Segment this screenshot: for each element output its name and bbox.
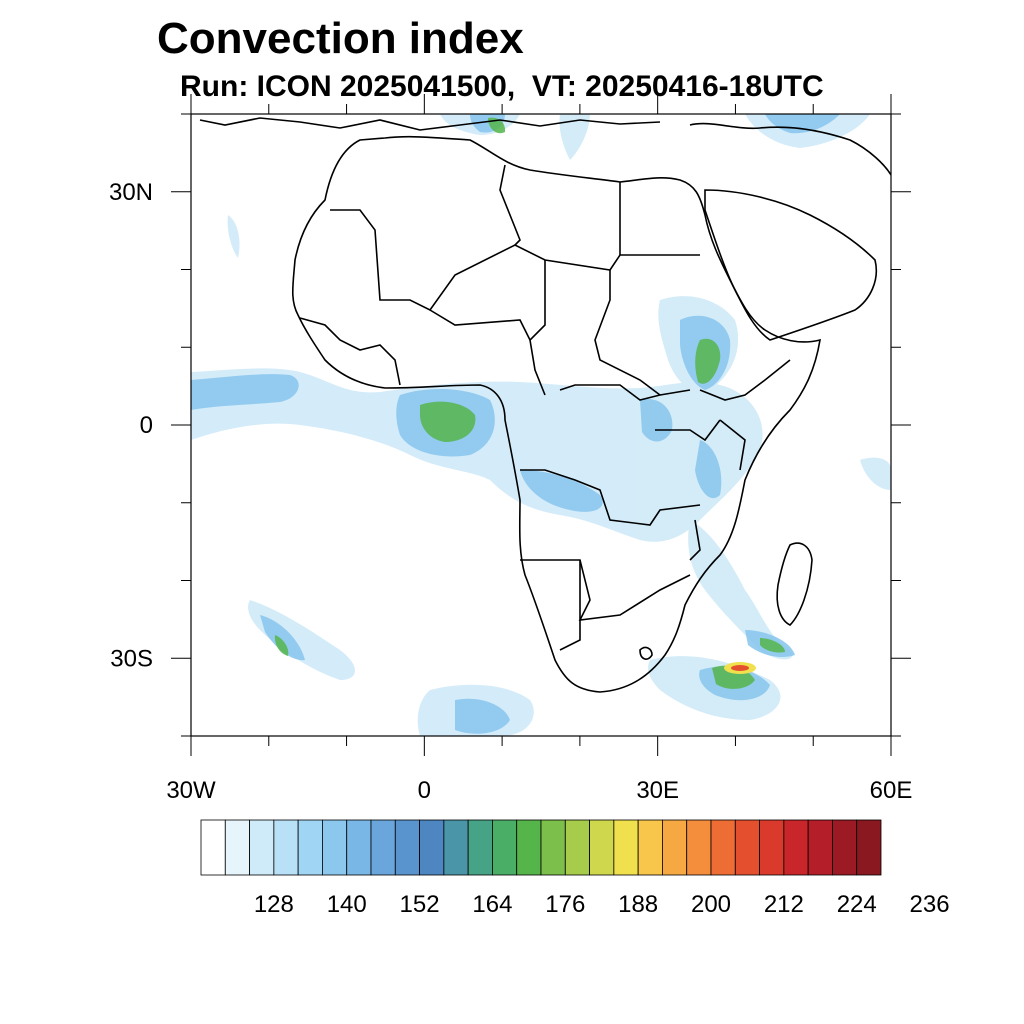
lon-tick-label: 60E (870, 777, 913, 804)
colorbar-swatch (467, 819, 493, 876)
colorbar-swatch (662, 819, 688, 876)
colorbar-label: 152 (400, 891, 440, 918)
lon-tick-label: 30E (636, 777, 679, 804)
lat-tick-label: 30N (109, 179, 153, 206)
map-subtitle: Run: ICON 2025041500, VT: 20250416-18UTC (180, 70, 824, 103)
colorbar-swatch (443, 819, 469, 876)
colorbar-swatch (564, 819, 590, 876)
lon-tick-label: 30W (166, 777, 216, 804)
colorbar-swatch (540, 819, 566, 876)
colorbar-swatch (492, 819, 518, 876)
colorbar-swatch (807, 819, 833, 876)
lat-tick-label: 30S (110, 645, 153, 672)
colorbar-label: 188 (618, 891, 658, 918)
colorbar-swatch (783, 819, 809, 876)
map-axes: 30N 0 30S 30W 0 30E 60E (109, 94, 912, 804)
colorbar-swatch (273, 819, 299, 876)
colorbar-label: 212 (764, 891, 804, 918)
colorbar-label: 176 (545, 891, 585, 918)
colorbar-swatch (637, 819, 663, 876)
colorbar-label: 128 (254, 891, 294, 918)
colorbar-swatch (613, 819, 639, 876)
lon-tick-label: 0 (418, 777, 431, 804)
colorbar-swatch (419, 819, 445, 876)
colorbar-swatch (224, 819, 250, 876)
colorbar-label: 164 (472, 891, 512, 918)
colorbar-label: 200 (691, 891, 731, 918)
map-title: Convection index (157, 14, 524, 63)
colorbar-swatch (394, 819, 420, 876)
lat-tick-label: 0 (140, 412, 153, 439)
colorbar: 128 140 152 164 176 188 200 212 224 236 (200, 819, 950, 918)
colorbar-swatch (832, 819, 858, 876)
colorbar-label: 236 (910, 891, 950, 918)
colorbar-swatch (297, 819, 323, 876)
colorbar-label: 224 (837, 891, 877, 918)
convection-field (191, 114, 891, 736)
colorbar-swatch (370, 819, 396, 876)
colorbar-swatch (734, 819, 760, 876)
coastlines-borders (199, 117, 891, 693)
colorbar-swatch (200, 819, 226, 876)
colorbar-swatch (856, 819, 882, 876)
colorbar-swatch (710, 819, 736, 876)
colorbar-label: 140 (327, 891, 367, 918)
colorbar-swatch (759, 819, 785, 876)
colorbar-swatch (249, 819, 275, 876)
colorbar-swatch (589, 819, 615, 876)
colorbar-swatch (322, 819, 348, 876)
colorbar-swatch (346, 819, 372, 876)
colorbar-swatch (516, 819, 542, 876)
colorbar-swatch (686, 819, 712, 876)
